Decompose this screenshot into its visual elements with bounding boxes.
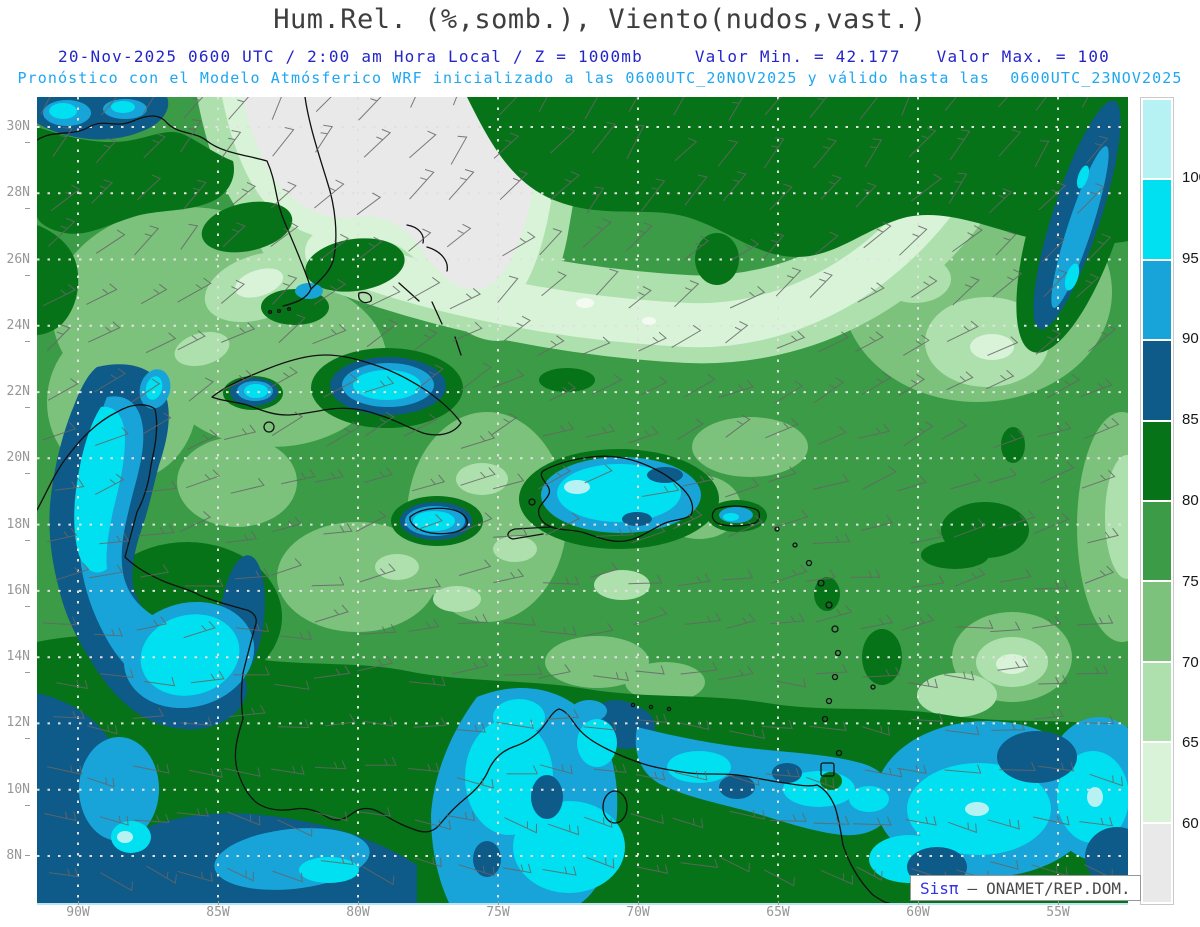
colorbar-segment: [1143, 502, 1171, 581]
lon-label: 55W: [1034, 901, 1082, 920]
lon-label: 60W: [894, 901, 942, 920]
lat-label: 28N: [2, 185, 30, 217]
lat-label: 14N: [2, 649, 30, 681]
colorbar-label: 65: [1182, 734, 1199, 752]
colorbar-label: 95: [1182, 249, 1199, 267]
humidity-colorbar: [1140, 97, 1174, 905]
colorbar-segment: [1143, 662, 1171, 742]
colorbar-segment: [1143, 743, 1171, 822]
lon-label: 75W: [474, 901, 522, 920]
lon-label: 90W: [54, 901, 102, 920]
colorbar-label: 75: [1182, 572, 1199, 590]
lat-label: 22N: [2, 384, 30, 416]
lon-label: 70W: [614, 901, 662, 920]
map-canvas: [36, 74, 1167, 904]
colorbar-segment: [1143, 260, 1171, 340]
lat-label: 8N: [2, 848, 30, 864]
lat-label: 10N: [2, 782, 30, 814]
lon-label: 65W: [754, 901, 802, 920]
coastlines: [36, 96, 890, 904]
watermark: Sisπ – ONAMET/REP.DOM.: [910, 875, 1141, 901]
colorbar-segment: [1143, 100, 1171, 179]
lat-label: 12N: [2, 715, 30, 747]
colorbar-label: 70: [1182, 653, 1199, 671]
colorbar-label: 60: [1182, 815, 1199, 833]
colorbar-label: 85: [1182, 411, 1199, 429]
colorbar-label: 90: [1182, 330, 1199, 348]
lat-label: 26N: [2, 252, 30, 284]
colorbar-segment: [1143, 582, 1171, 661]
value-range: Valor Min. = 42.177 Valor Max. = 100: [695, 47, 1110, 66]
map-figure: [36, 74, 1167, 905]
colorbar-segment: [1143, 823, 1171, 903]
watermark-brand: Sisπ: [920, 878, 959, 898]
run-datetime: 20-Nov-2025 0600 UTC / 2:00 am Hora Loca…: [58, 47, 643, 66]
lon-label: 80W: [334, 901, 382, 920]
colorbar-label: 100: [1182, 168, 1200, 186]
page-title: Hum.Rel. (%,somb.), Viento(nudos,vast.): [273, 4, 927, 35]
colorbar-label: 80: [1182, 492, 1199, 509]
lat-label: 30N: [2, 119, 30, 151]
watermark-separator: –: [967, 878, 978, 898]
colorbar-segment: [1143, 341, 1171, 420]
lon-label: 85W: [194, 901, 242, 920]
lat-label: 20N: [2, 450, 30, 482]
forecast-validity-line: Pronóstico con el Modelo Atmósferico WRF…: [17, 69, 1183, 87]
valor-min: Valor Min. = 42.177: [694, 47, 901, 66]
lat-label: 18N: [2, 517, 30, 549]
lat-label: 24N: [2, 318, 30, 350]
lat-label: 16N: [2, 583, 30, 615]
valor-max: Valor Max. = 100: [936, 47, 1110, 66]
watermark-credit: ONAMET/REP.DOM.: [986, 878, 1131, 898]
colorbar-segment: [1143, 180, 1171, 259]
humidity-field: [37, 77, 1167, 903]
colorbar-segment: [1143, 421, 1171, 501]
model-run-line: 20-Nov-2025 0600 UTC / 2:00 am Hora Loca…: [58, 47, 1110, 66]
